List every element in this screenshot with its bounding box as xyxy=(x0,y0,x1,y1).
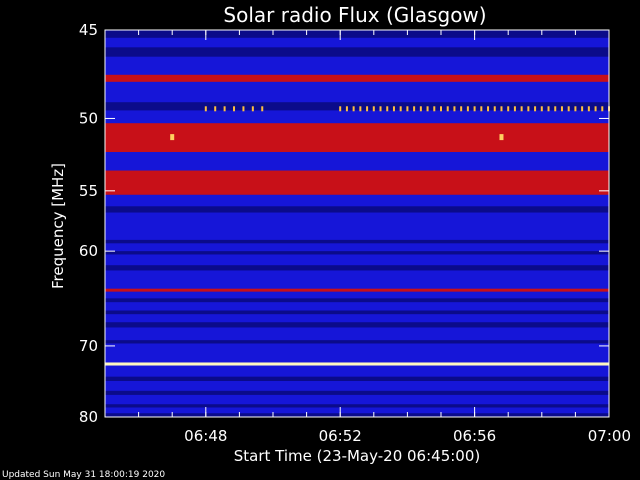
burst-mark xyxy=(251,106,254,112)
burst-mark xyxy=(261,106,264,112)
y-tick-label: 60 xyxy=(79,242,98,260)
y-tick-label: 70 xyxy=(79,337,98,355)
band-low xyxy=(105,322,609,328)
band-high xyxy=(105,74,609,82)
burst-mark xyxy=(554,106,557,112)
burst-mark xyxy=(392,106,395,112)
band-low xyxy=(105,30,609,38)
burst-mark xyxy=(507,106,510,112)
burst-mark xyxy=(399,106,402,112)
band-low xyxy=(105,404,609,408)
burst-mark xyxy=(534,106,537,112)
band-low xyxy=(105,265,609,271)
y-axis: 45 50 55 60 70 80 xyxy=(79,21,609,426)
burst-mark xyxy=(527,106,530,112)
x-tick-label: 06:52 xyxy=(319,427,362,445)
burst-mark xyxy=(487,106,490,112)
burst-mark xyxy=(433,106,436,112)
band-low xyxy=(105,310,609,315)
burst-mark xyxy=(547,106,550,112)
band-low xyxy=(105,47,609,57)
burst-mark xyxy=(426,106,429,112)
x-axis: 06:48 06:52 06:56 07:00 xyxy=(138,30,631,445)
burst-mark xyxy=(214,106,217,112)
x-tick-label: 07:00 xyxy=(588,427,631,445)
burst-mark xyxy=(520,106,523,112)
burst-mark xyxy=(372,106,375,112)
burst-mark xyxy=(345,106,348,112)
band-low xyxy=(105,251,609,255)
burst-mark xyxy=(540,106,543,112)
band-peak xyxy=(105,362,609,366)
band-low xyxy=(105,413,609,417)
y-tick-label: 55 xyxy=(79,182,98,200)
burst-mark xyxy=(440,106,442,112)
burst-spot xyxy=(170,134,175,141)
burst-mark xyxy=(574,106,577,112)
burst-mark xyxy=(567,106,570,112)
burst-mark xyxy=(581,106,584,112)
burst-mark xyxy=(352,106,355,112)
y-tick-label: 80 xyxy=(79,408,98,426)
band-high xyxy=(105,170,609,195)
burst-mark xyxy=(493,106,496,112)
burst-marks xyxy=(170,106,610,141)
band-low xyxy=(105,376,609,381)
y-axis-label: Frequency [MHz] xyxy=(49,163,67,289)
burst-mark xyxy=(419,106,422,112)
burst-mark xyxy=(460,106,463,112)
burst-mark xyxy=(204,106,207,112)
burst-mark xyxy=(242,106,245,112)
burst-mark xyxy=(339,106,342,112)
burst-mark xyxy=(560,106,563,112)
burst-mark xyxy=(466,106,469,112)
plot-frame xyxy=(104,29,610,418)
burst-mark xyxy=(453,106,456,112)
band-high xyxy=(105,123,609,153)
burst-spot xyxy=(499,134,504,141)
frequency-bands xyxy=(105,30,609,417)
burst-mark xyxy=(500,106,503,112)
burst-mark xyxy=(413,106,416,112)
band-high xyxy=(105,288,609,292)
plot-background xyxy=(105,30,609,417)
x-axis-label: Start Time (23-May-20 06:45:00) xyxy=(234,447,480,465)
x-tick-label: 06:56 xyxy=(453,427,496,445)
band-low xyxy=(105,298,609,303)
band-low xyxy=(105,340,609,344)
burst-mark xyxy=(223,106,226,112)
plot-area xyxy=(104,29,610,418)
burst-mark xyxy=(359,106,362,112)
x-tick-label: 06:48 xyxy=(184,427,227,445)
y-tick-label: 45 xyxy=(79,21,98,39)
band-low xyxy=(105,206,609,213)
burst-mark xyxy=(587,106,590,112)
y-tick-label: 50 xyxy=(79,109,98,127)
burst-mark xyxy=(480,106,483,112)
updated-timestamp: Updated Sun May 31 18:00:19 2020 xyxy=(2,470,165,480)
band-low xyxy=(105,239,609,244)
burst-mark xyxy=(473,106,476,112)
band-low xyxy=(105,102,609,111)
burst-mark xyxy=(233,106,236,112)
burst-mark xyxy=(379,106,382,112)
burst-mark xyxy=(513,106,516,112)
burst-mark xyxy=(366,106,369,112)
burst-mark xyxy=(386,106,389,112)
burst-mark xyxy=(594,106,597,112)
chart-title: Solar radio Flux (Glasgow) xyxy=(223,3,486,27)
burst-mark xyxy=(601,106,604,112)
burst-mark xyxy=(406,106,409,112)
band-low xyxy=(105,390,609,395)
burst-mark xyxy=(446,106,449,112)
